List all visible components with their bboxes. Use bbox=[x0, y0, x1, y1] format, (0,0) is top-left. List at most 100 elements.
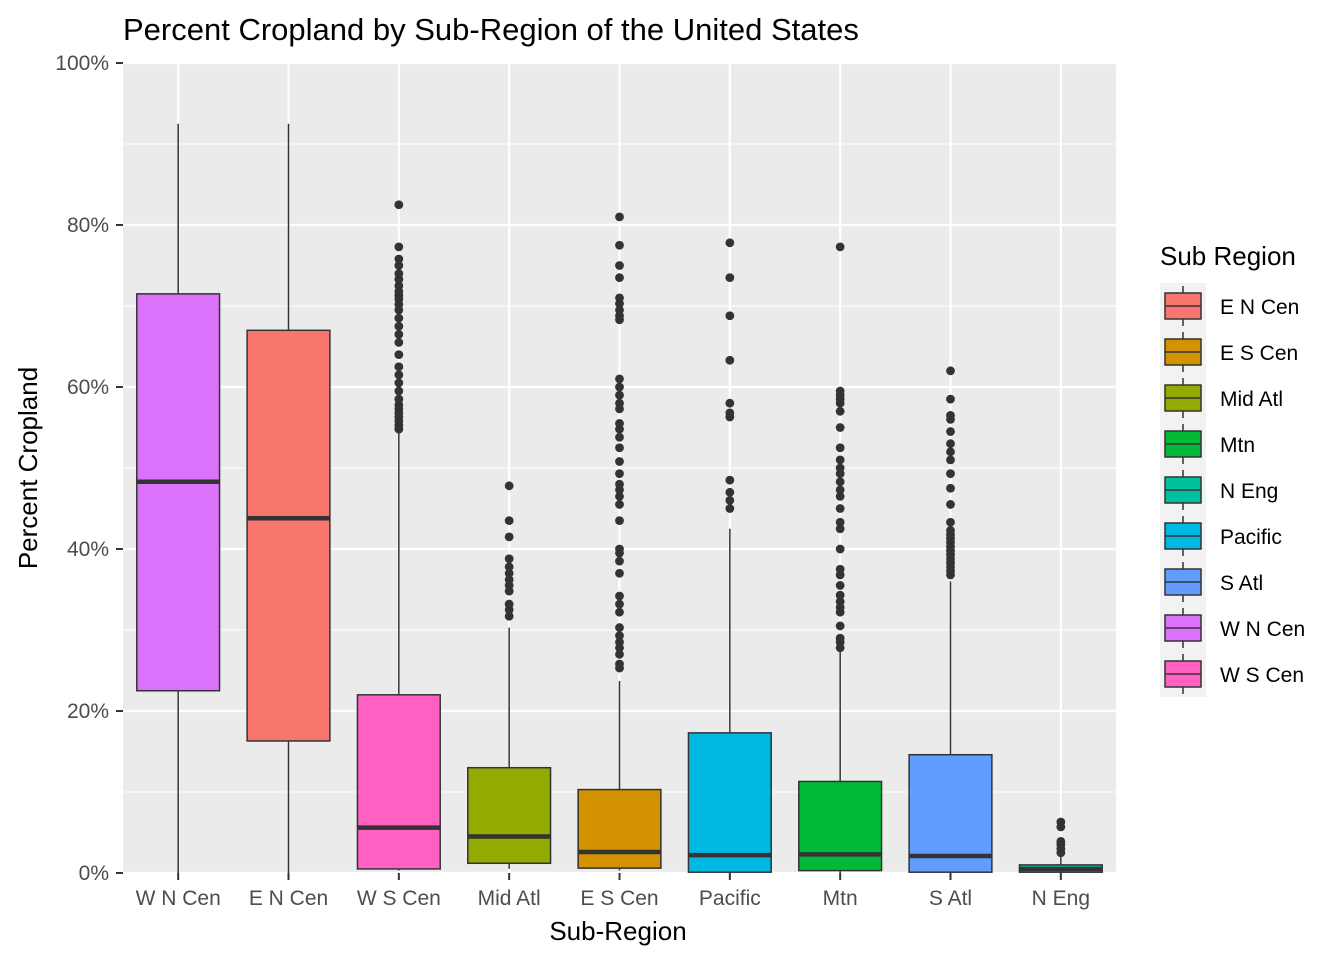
outlier-point bbox=[615, 273, 624, 283]
x-tick-label: E N Cen bbox=[249, 887, 328, 910]
x-tick-label: S Atl bbox=[929, 887, 972, 910]
outlier-point bbox=[615, 212, 624, 222]
x-tick-label: Mtn bbox=[823, 887, 858, 910]
y-tick-label: 60% bbox=[67, 376, 109, 399]
outlier-point bbox=[835, 504, 845, 513]
outlier-point bbox=[615, 419, 624, 428]
legend-entry: W N Cen bbox=[1160, 605, 1305, 651]
outlier-point bbox=[835, 491, 845, 501]
outlier-point bbox=[615, 374, 624, 384]
outlier-point bbox=[835, 423, 845, 432]
outlier-point bbox=[394, 200, 404, 210]
outlier-point bbox=[394, 378, 404, 388]
outlier-point bbox=[835, 544, 845, 554]
outlier-point bbox=[725, 475, 735, 485]
outlier-point bbox=[394, 313, 404, 323]
legend-entry: Pacific bbox=[1160, 513, 1282, 559]
outlier-point bbox=[394, 329, 404, 339]
outlier-point bbox=[946, 525, 955, 535]
outlier-point bbox=[615, 469, 624, 479]
outlier-point bbox=[504, 481, 514, 491]
box-iqr bbox=[467, 766, 552, 865]
outlier-point bbox=[615, 607, 624, 617]
x-tick-label: Mid Atl bbox=[478, 887, 541, 910]
box-group bbox=[1018, 817, 1103, 873]
box-iqr bbox=[908, 753, 993, 873]
box-iqr bbox=[687, 732, 772, 873]
outlier-point bbox=[615, 516, 624, 526]
outlier-point bbox=[615, 491, 624, 501]
outlier-point bbox=[615, 261, 624, 270]
outlier-point bbox=[835, 564, 845, 574]
outlier-point bbox=[946, 483, 955, 493]
outlier-point bbox=[835, 485, 845, 495]
outlier-point bbox=[725, 238, 735, 248]
outlier-point bbox=[725, 273, 735, 283]
legend-entry: E S Cen bbox=[1160, 329, 1298, 375]
outlier-point bbox=[835, 633, 845, 643]
box-group bbox=[467, 481, 552, 869]
outlier-point bbox=[946, 447, 955, 457]
outlier-point bbox=[504, 611, 514, 621]
outlier-point bbox=[615, 631, 624, 641]
outlier-point bbox=[615, 382, 624, 392]
outlier-point bbox=[946, 469, 955, 479]
outlier-point bbox=[615, 432, 624, 442]
outlier-point bbox=[946, 500, 955, 509]
box-iqr bbox=[577, 788, 662, 869]
outlier-point bbox=[615, 390, 624, 400]
chart-title: Percent Cropland by Sub-Region of the Un… bbox=[123, 12, 859, 47]
x-tick-label: Pacific bbox=[699, 887, 761, 910]
legend-label: W N Cen bbox=[1220, 618, 1305, 641]
outlier-point bbox=[615, 568, 624, 578]
legend-label: N Eng bbox=[1220, 480, 1278, 503]
outlier-point bbox=[394, 321, 404, 331]
legend: Sub Region E N Cen E S Cen Mid Atl Mtn N Eng… bbox=[1160, 241, 1305, 697]
legend-entry: S Atl bbox=[1160, 559, 1263, 605]
y-tick-label: 100% bbox=[55, 52, 109, 75]
outlier-point bbox=[504, 532, 514, 542]
outlier-point bbox=[1056, 817, 1066, 827]
outlier-point bbox=[835, 524, 845, 534]
outlier-point bbox=[615, 293, 624, 303]
outlier-point bbox=[835, 406, 845, 416]
outlier-point bbox=[615, 457, 624, 466]
outlier-point bbox=[835, 477, 845, 487]
box-group bbox=[687, 238, 772, 873]
y-axis-title: Percent Cropland bbox=[13, 367, 43, 569]
outlier-point bbox=[725, 355, 735, 365]
outlier-point bbox=[835, 517, 845, 527]
x-tick-label: N Eng bbox=[1032, 887, 1090, 910]
outlier-point bbox=[504, 599, 514, 609]
outlier-point bbox=[394, 281, 404, 291]
legend-entry: Mtn bbox=[1160, 421, 1255, 467]
y-tick-label: 20% bbox=[67, 700, 109, 723]
legend-label: Mtn bbox=[1220, 434, 1255, 457]
outlier-point bbox=[946, 455, 955, 465]
outlier-point bbox=[946, 427, 955, 436]
outlier-point bbox=[835, 463, 845, 473]
outlier-point bbox=[946, 366, 955, 376]
outlier-point bbox=[946, 439, 955, 449]
y-tick-label: 0% bbox=[79, 862, 109, 885]
outlier-point bbox=[394, 394, 404, 404]
boxes-layer bbox=[136, 123, 1103, 873]
outlier-point bbox=[725, 496, 735, 505]
outlier-point bbox=[835, 443, 845, 453]
outlier-point bbox=[504, 554, 514, 564]
box-group bbox=[136, 123, 221, 873]
legend-title: Sub Region bbox=[1160, 241, 1296, 271]
outlier-point bbox=[615, 443, 624, 453]
outlier-point bbox=[615, 599, 624, 609]
y-tick-label: 80% bbox=[67, 214, 109, 237]
outlier-point bbox=[835, 621, 845, 631]
x-axis-title: Sub-Region bbox=[549, 916, 686, 946]
legend-label: E N Cen bbox=[1220, 296, 1299, 319]
outlier-point bbox=[615, 500, 624, 509]
outlier-point bbox=[835, 597, 845, 607]
outlier-point bbox=[615, 544, 624, 554]
outlier-point bbox=[394, 338, 404, 347]
y-tick-label: 40% bbox=[67, 538, 109, 561]
box-iqr bbox=[798, 780, 883, 872]
